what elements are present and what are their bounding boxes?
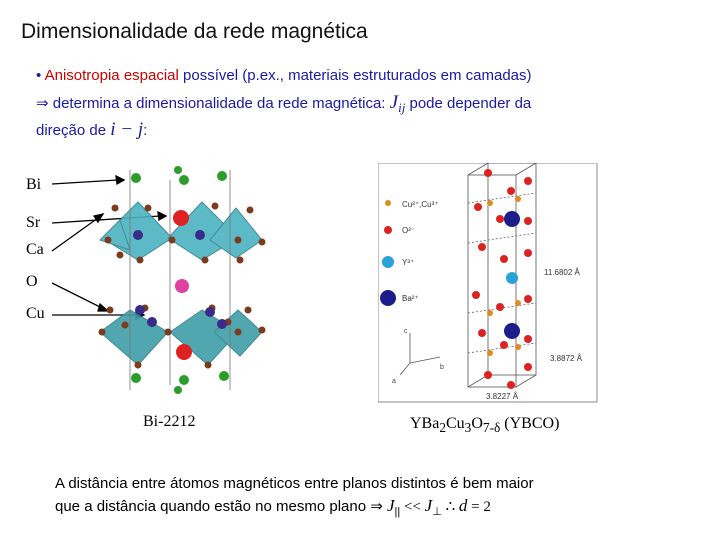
label-sr: Sr (26, 214, 41, 231)
bullet-marker: • (36, 67, 42, 84)
legend-cu-marker (385, 200, 391, 206)
cell-outline (129, 170, 231, 390)
dimension-value: = 2 (467, 499, 491, 515)
conclusion-arrow: ⇒ (370, 498, 383, 515)
therefore-symbol: ∴ (441, 499, 459, 515)
figure-border (378, 163, 598, 403)
much-less-than: << (400, 499, 425, 515)
j-perp-sub: ⊥ (432, 506, 442, 518)
ybco-o-atoms (472, 169, 532, 389)
line2-text-2: pode depender da (409, 95, 532, 112)
page-title: Dimensionalidade da rede magnética (21, 20, 368, 43)
bullet-text: possível (p.ex., materiais estruturados … (183, 67, 532, 84)
ybco-cu: Cu (446, 415, 465, 432)
label-cu: Cu (26, 305, 45, 322)
sr-atoms (173, 210, 192, 360)
ybco-sub3: 7-δ (482, 420, 501, 436)
axis-b-label: b (440, 364, 444, 371)
ybco-o: O (471, 415, 483, 432)
j-parallel: J (386, 496, 395, 515)
bi-atoms (131, 166, 229, 394)
ybco-suffix: (YBCO) (500, 415, 560, 432)
bond-lines (467, 192, 537, 354)
label-ca: Ca (26, 241, 44, 258)
legend-y-label: Y³⁺ (402, 258, 414, 267)
dimension-d: d (458, 496, 468, 515)
label-o: O (26, 273, 38, 290)
bullet-line: • Anisotropia espacial possível (p.ex., … (36, 67, 532, 85)
bi2212-structure-figure (51, 166, 266, 394)
dim-a-label: 3.8227 Å (486, 392, 519, 401)
ybco-y-atom (506, 272, 518, 284)
implies-arrow: ⇒ (36, 95, 49, 112)
legend-y-marker (382, 256, 394, 268)
ybco-sub2: 3 (464, 420, 472, 436)
bullet-highlight: Anisotropia espacial (44, 67, 179, 84)
ca-atom (175, 279, 189, 293)
unit-cell-box (467, 163, 537, 388)
coupling-subscript: ij (398, 100, 406, 115)
ybco-caption: YBa2Cu3O7-δ (YBCO) (410, 415, 559, 436)
axes-indicator (399, 333, 441, 376)
ybco-sub1: 2 (439, 420, 446, 436)
line2-text: determina a dimensionalidade da rede mag… (52, 95, 386, 112)
legend-o-marker (384, 226, 392, 234)
conclusion-text: A distância entre átomos magnéticos entr… (55, 473, 675, 523)
ybco-ba-atoms (504, 211, 520, 339)
label-bi: Bi (26, 176, 42, 193)
line3-colon: : (143, 122, 148, 139)
legend-ba-label: Ba²⁺ (402, 294, 419, 303)
bullet-line-3: direção de i − j: (36, 119, 147, 141)
o-atoms (98, 202, 266, 369)
bi2212-caption: Bi-2212 (143, 413, 196, 430)
axis-a-label: a (392, 378, 396, 385)
j-perp: J (424, 496, 433, 515)
ybco-prefix: YBa (410, 415, 440, 432)
legend-ba-marker (380, 290, 396, 306)
ybco-cu-atoms (487, 196, 521, 356)
conclusion-line-1: A distância entre átomos magnéticos entr… (55, 475, 534, 492)
legend-cu-label: Cu²⁺,Cu³⁺ (402, 200, 438, 209)
legend-o-label: O²⁻ (402, 226, 415, 235)
axis-c-label: c (404, 328, 408, 335)
bullet-line-2: ⇒ determina a dimensionalidade da rede m… (36, 92, 531, 116)
dim-c-label: 11.6802 Å (544, 268, 581, 277)
direction-expr: i − j (110, 119, 144, 140)
line3-text: direção de (36, 122, 107, 139)
coupling-symbol: J (389, 92, 399, 113)
conclusion-line-2: que a distância quando estão no mesmo pl… (55, 495, 675, 523)
j-parallel-sub: || (394, 506, 401, 518)
ybco-structure-figure: Cu²⁺,Cu³⁺ O²⁻ Y³⁺ Ba²⁺ c b a (378, 163, 598, 403)
dim-b-label: 3.8872 Å (550, 354, 583, 363)
conclusion-line-2-text: que a distância quando estão no mesmo pl… (55, 498, 367, 515)
cu-atoms (133, 230, 227, 329)
